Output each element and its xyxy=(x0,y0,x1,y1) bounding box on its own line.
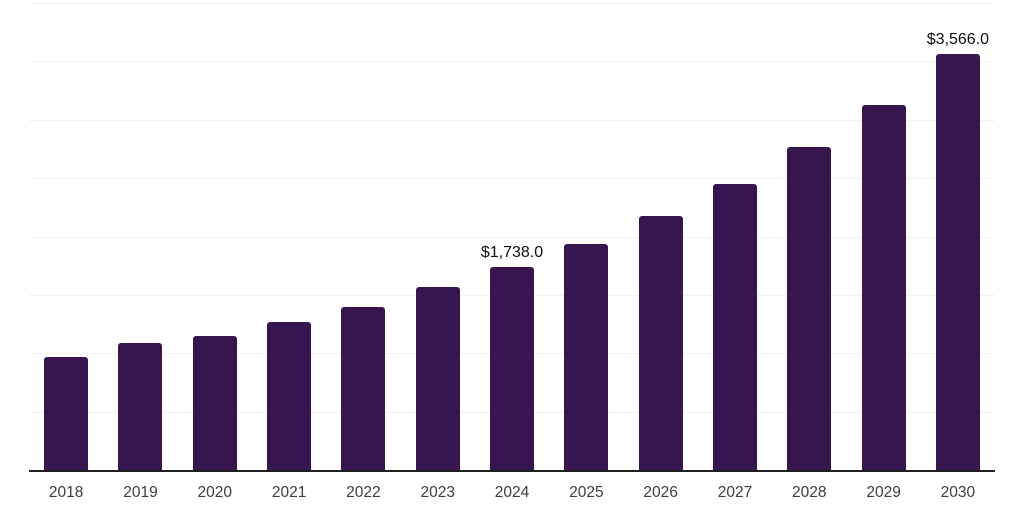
bar-2019[interactable] xyxy=(118,343,163,470)
bar-2027[interactable] xyxy=(712,183,757,470)
bar-column-2021 xyxy=(252,3,326,470)
x-tick-label-2021: 2021 xyxy=(271,484,307,501)
bar-2018[interactable] xyxy=(44,356,89,470)
bar-2025[interactable] xyxy=(564,243,609,470)
bar-2029[interactable] xyxy=(861,104,906,470)
bar-series: $1,738.0 $3,566.0 xyxy=(29,3,995,470)
x-tick-label-2020: 2020 xyxy=(197,484,233,501)
x-tick-label-2027: 2027 xyxy=(717,484,753,501)
x-axis: 2018 2019 2020 2021 2022 2023 2024 2025 2026 2027… xyxy=(29,472,995,501)
gridline xyxy=(29,119,995,121)
x-tick-label-2022: 2022 xyxy=(346,484,381,501)
plot-area: $1,738.0 $3,566.0 xyxy=(29,3,995,472)
gridline xyxy=(29,61,995,63)
bar-column-2020 xyxy=(178,3,252,470)
bar-column-2026 xyxy=(624,3,698,470)
bar-2023[interactable] xyxy=(415,287,460,470)
bar-column-2018 xyxy=(29,3,103,470)
bar-value-label-2024: $1,738.0 xyxy=(480,244,544,262)
x-tick-label-2024: 2024 xyxy=(494,484,530,501)
bar-column-2028 xyxy=(772,3,846,470)
bar-column-2022 xyxy=(326,3,400,470)
bar-column-2030: $3,566.0 xyxy=(921,3,995,470)
bar-column-2029 xyxy=(846,3,920,470)
bar-2020[interactable] xyxy=(192,336,237,470)
bar-column-2027 xyxy=(698,3,772,470)
x-tick-label-2025: 2025 xyxy=(569,484,604,501)
bar-2022[interactable] xyxy=(341,306,386,470)
bar-2030[interactable] xyxy=(935,53,980,470)
x-tick-label-2026: 2026 xyxy=(643,484,678,501)
bar-2026[interactable] xyxy=(638,216,683,470)
bar-2024[interactable] xyxy=(490,267,535,470)
bar-column-2025 xyxy=(549,3,623,470)
bar-2021[interactable] xyxy=(267,321,312,470)
x-tick-label-2030: 2030 xyxy=(940,484,976,501)
x-tick-label-2028: 2028 xyxy=(792,484,827,501)
bar-column-2023 xyxy=(401,3,475,470)
x-tick-label-2023: 2023 xyxy=(420,484,455,501)
bar-column-2024: $1,738.0 xyxy=(475,3,549,470)
gridline xyxy=(29,236,995,238)
bar-column-2019 xyxy=(103,3,177,470)
x-tick-label-2019: 2019 xyxy=(123,484,158,501)
x-tick-label-2029: 2029 xyxy=(866,484,901,501)
gridline xyxy=(29,178,995,180)
bar-2028[interactable] xyxy=(787,147,832,470)
gridline xyxy=(29,3,995,4)
x-tick-label-2018: 2018 xyxy=(48,484,84,501)
bar-value-label-2030: $3,566.0 xyxy=(926,30,990,48)
